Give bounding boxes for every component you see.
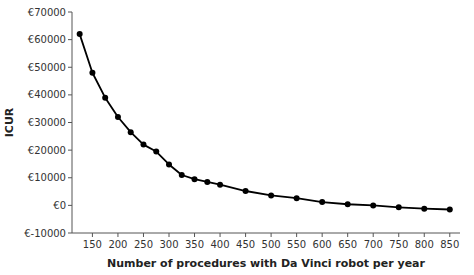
y-tick-label: €40000 [28,89,66,100]
point [294,195,300,201]
point [89,70,95,76]
point [192,176,198,182]
point [421,206,427,212]
x-tick [296,233,297,237]
y-tick-label: €10000 [28,172,66,183]
plot-area [77,31,453,212]
x-tick-label: 300 [159,239,178,250]
line [80,34,450,209]
point [179,172,185,178]
y-tick-label: €-10000 [24,228,66,239]
y-tick [68,150,72,151]
x-tick-label: 850 [440,239,459,250]
y-tick [68,94,72,95]
x-tick-label: 550 [287,239,306,250]
x-axis-line [72,233,460,234]
point [447,207,453,213]
x-tick [373,233,374,237]
x-tick-label: 350 [185,239,204,250]
point [115,114,121,120]
x-tick-label: 450 [236,239,255,250]
x-tick [92,233,93,237]
chart: €-10000 €0 €10000 €20000 €30000 €40000 €50000 €… [0,0,474,275]
x-tick-label: 800 [415,239,434,250]
point [166,161,172,167]
point [102,95,108,101]
x-tick [347,233,348,237]
x-tick [143,233,144,237]
x-tick-label: 500 [262,239,281,250]
y-tick-label: €0 [53,200,66,211]
y-axis-line [72,12,73,233]
y-tick-label: €60000 [28,34,66,45]
point [396,204,402,210]
y-tick [68,39,72,40]
point [345,201,351,207]
x-tick-label: 400 [211,239,230,250]
x-tick-label: 600 [313,239,332,250]
y-tick [68,233,72,234]
point [217,182,223,188]
y-axis-label: ICUR [3,107,16,137]
x-tick-label: 750 [389,239,408,250]
point [268,192,274,198]
x-tick-label: 150 [83,239,102,250]
x-tick [449,233,450,237]
y-tick-label: €20000 [28,145,66,156]
y-tick [68,67,72,68]
point [77,31,83,37]
x-tick [117,233,118,237]
x-tick-label: 200 [108,239,127,250]
y-tick [68,205,72,206]
point [153,149,159,155]
x-tick [169,233,170,237]
x-tick-label: 700 [364,239,383,250]
y-tick-label: €50000 [28,62,66,73]
y-tick-label: €30000 [28,117,66,128]
x-tick-label: 250 [134,239,153,250]
x-tick [245,233,246,237]
x-tick [271,233,272,237]
point [319,199,325,205]
x-tick [194,233,195,237]
y-tick [68,12,72,13]
point [128,129,134,135]
x-axis-label: Number of procedures with Da Vinci robot… [107,257,425,270]
x-tick [398,233,399,237]
y-tick [68,122,72,123]
point [243,188,249,194]
point [370,202,376,208]
x-tick [322,233,323,237]
point [204,179,210,185]
x-tick [220,233,221,237]
point [140,142,146,148]
x-tick [424,233,425,237]
y-tick [68,177,72,178]
x-tick-label: 650 [338,239,357,250]
y-tick-label: €70000 [28,7,66,18]
